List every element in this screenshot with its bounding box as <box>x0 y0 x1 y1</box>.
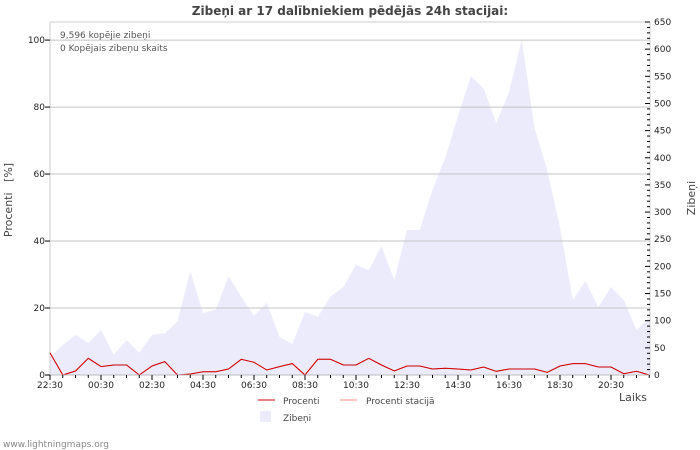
chart-title: Zibeņi ar 17 dalībniekiem pēdējās 24h st… <box>192 4 508 18</box>
annotation-count: 0 Kopējais zibeņu skaits <box>60 44 168 54</box>
y-right-tick-label: 0 <box>654 371 660 381</box>
x-tick-label: 02:30 <box>139 381 165 391</box>
y-right-tick-label: 500 <box>654 99 671 109</box>
annotation-total: 9,596 kopējie zibeņi <box>60 31 150 41</box>
y-left-tick-label: 80 <box>34 103 46 113</box>
y-left-tick-label: 100 <box>28 36 45 46</box>
legend: Procenti Procenti stacijā Zibeņi <box>258 397 435 424</box>
y-right-tick-label: 150 <box>654 290 671 300</box>
y-left-tick-label: 20 <box>34 304 46 314</box>
y-right-tick-label: 550 <box>654 72 671 82</box>
y-right-tick-label: 350 <box>654 181 671 191</box>
x-tick-label: 00:30 <box>88 381 114 391</box>
y-right-tick-label: 250 <box>654 235 671 245</box>
y-right-tick-label: 600 <box>654 45 671 55</box>
x-tick-label: 16:30 <box>496 381 522 391</box>
legend-label-procenti-stacija: Procenti stacijā <box>366 397 435 407</box>
x-tick-label: 06:30 <box>241 381 267 391</box>
y-right-tick-label: 650 <box>654 18 671 28</box>
zibeni-area <box>50 39 650 376</box>
y-left-tick-label: 40 <box>34 237 46 247</box>
y-right-tick-label: 400 <box>654 154 671 164</box>
x-tick-label: 18:30 <box>547 381 573 391</box>
y-left-label: Procenti [%] <box>2 163 15 237</box>
y-left-tick-label: 0 <box>39 371 45 381</box>
x-tick-label: 10:30 <box>343 381 369 391</box>
y-left-tick-label: 60 <box>34 170 46 180</box>
legend-label-procenti: Procenti <box>283 397 320 407</box>
y-right-tick-label: 100 <box>654 317 671 327</box>
legend-swatch-zibeni <box>260 411 271 422</box>
x-axis-label: Laiks <box>619 391 647 404</box>
legend-label-zibeni: Zibeņi <box>283 414 311 424</box>
x-tick-label: 14:30 <box>445 381 471 391</box>
procenti-line <box>49 352 650 376</box>
x-tick-label: 08:30 <box>292 381 318 391</box>
y-right-label: Zibeņi <box>685 181 698 215</box>
y-right-tick-label: 200 <box>654 262 671 272</box>
x-tick-label: 22:30 <box>37 381 63 391</box>
x-tick-label: 12:30 <box>394 381 420 391</box>
y-right-tick-label: 300 <box>654 208 671 218</box>
footer-link[interactable]: www.lightningmaps.org <box>3 440 109 450</box>
x-tick-label: 04:30 <box>190 381 216 391</box>
y-right-tick-label: 450 <box>654 127 671 137</box>
y-right-tick-label: 50 <box>654 344 666 354</box>
x-tick-label: 20:30 <box>598 381 624 391</box>
